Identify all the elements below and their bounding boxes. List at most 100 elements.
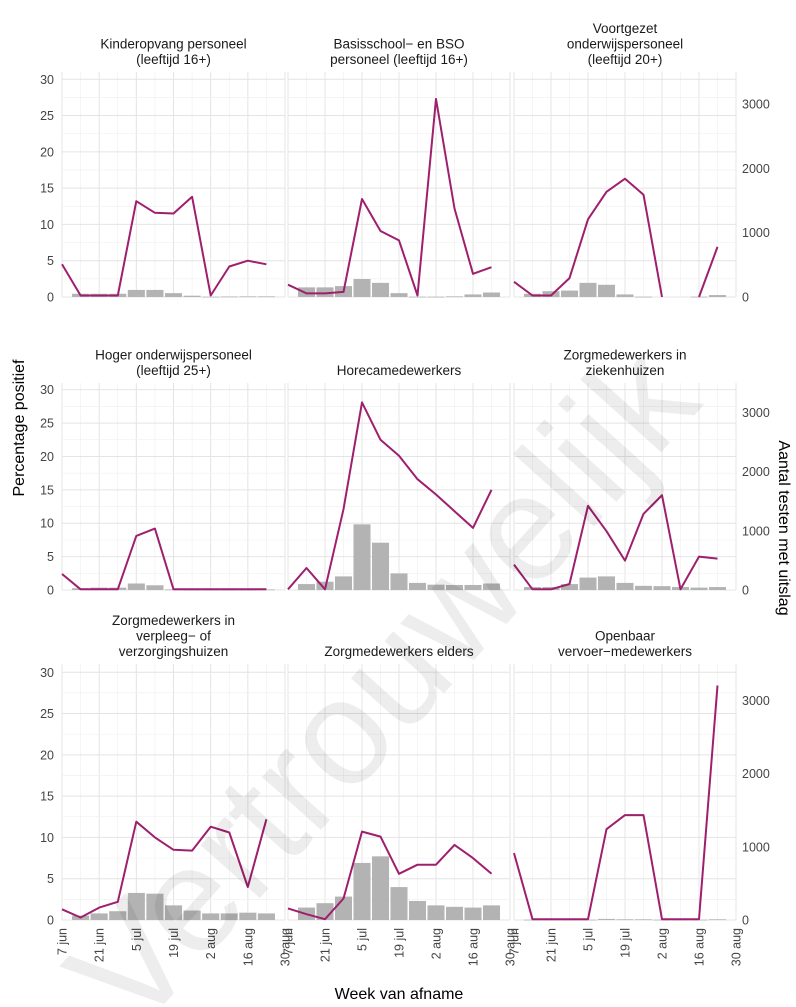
panel-title-line: Hoger onderwijspersoneel <box>95 348 252 363</box>
x-tick-label: 19 jul <box>619 928 633 958</box>
y-left-tick-label: 5 <box>47 254 54 268</box>
bar-tests <box>616 294 633 297</box>
x-tick-label: 7 jun <box>282 928 296 955</box>
bar-tests <box>635 297 652 298</box>
panel-title-line: Kinderopvang personeel <box>100 37 246 52</box>
y-left-tick-label: 25 <box>40 417 54 431</box>
x-tick-label: 5 jul <box>582 928 596 951</box>
bar-tests <box>372 856 389 920</box>
bar-tests <box>483 905 500 920</box>
x-tick-label: 5 jul <box>356 928 370 951</box>
y-left-tick-label: 30 <box>40 383 54 397</box>
x-tick-label: 2 aug <box>656 928 670 959</box>
bar-tests <box>616 919 633 920</box>
y-left-tick-label: 5 <box>47 550 54 564</box>
x-tick-label: 19 jul <box>393 928 407 958</box>
bar-tests <box>579 283 596 297</box>
y-right-tick-label: 0 <box>742 291 749 305</box>
panel-title-line: (leeftijd 16+) <box>136 52 211 67</box>
bar-tests <box>709 919 726 920</box>
bar-tests <box>258 296 275 297</box>
bar-tests <box>427 297 444 298</box>
bar-tests <box>146 290 163 297</box>
bar-tests <box>128 290 145 297</box>
bar-tests <box>390 293 407 297</box>
y-right-tick-label: 2000 <box>742 767 770 781</box>
bar-tests <box>464 908 481 920</box>
panel-title-line: Zorgmedewerkers in <box>112 613 235 628</box>
bar-tests <box>635 586 652 590</box>
x-tick-label: 2 aug <box>430 928 444 959</box>
bar-tests <box>709 587 726 590</box>
y-left-tick-label: 15 <box>40 182 54 196</box>
y-left-tick-label: 20 <box>40 450 54 464</box>
bar-tests <box>221 296 238 297</box>
bar-tests <box>165 293 182 297</box>
bar-tests <box>409 297 426 298</box>
bar-tests <box>335 576 352 590</box>
y-right-tick-label: 0 <box>742 914 749 928</box>
bar-tests <box>598 576 615 590</box>
y-right-tick-label: 1000 <box>742 226 770 240</box>
panel-title-line: (leeftijd 25+) <box>136 363 211 378</box>
y-left-tick-label: 30 <box>40 73 54 87</box>
y-right-tick-label: 1000 <box>742 524 770 538</box>
bar-tests <box>427 905 444 920</box>
bar-tests <box>409 901 426 920</box>
panel-title: Horecamedewerkers <box>337 363 462 378</box>
panel-title-line: vervoer−medewerkers <box>558 644 692 659</box>
x-tick-label: 30 aug <box>730 928 744 966</box>
y-right-tick-label: 3000 <box>742 694 770 708</box>
bar-tests <box>690 588 707 590</box>
y-right-tick-label: 3000 <box>742 98 770 112</box>
bar-tests <box>372 283 389 297</box>
y-left-tick-label: 25 <box>40 707 54 721</box>
y-left-tick-label: 5 <box>47 872 54 886</box>
x-tick-label: 21 jun <box>319 928 333 962</box>
bar-tests <box>464 294 481 297</box>
bar-tests <box>239 296 256 297</box>
y-left-tick-label: 15 <box>40 790 54 804</box>
panel-title-line: personeel (leeftijd 16+) <box>330 52 468 67</box>
bar-tests <box>561 291 578 297</box>
panel-title-line: Openbaar <box>595 629 656 644</box>
panel-title-line: (leeftijd 20+) <box>588 52 663 67</box>
panel-title-line: verzorgingshuizen <box>119 644 229 659</box>
y-right-tick-label: 2000 <box>742 465 770 479</box>
panel-title-line: verpleeg− of <box>136 629 211 644</box>
bar-tests <box>128 583 145 590</box>
y-right-tick-label: 3000 <box>742 406 770 420</box>
y-left-tick-label: 15 <box>40 483 54 497</box>
bar-tests <box>483 293 500 298</box>
y-left-tick-label: 30 <box>40 666 54 680</box>
bar-tests <box>616 583 633 590</box>
y-right-tick-label: 0 <box>742 584 749 598</box>
y-left-tick-label: 0 <box>47 291 54 305</box>
y-left-tick-label: 20 <box>40 145 54 159</box>
y-left-tick-label: 20 <box>40 748 54 762</box>
panel-title-line: Basisschool− en BSO <box>334 37 465 52</box>
x-tick-label: 7 jun <box>508 928 522 955</box>
bar-tests <box>390 887 407 920</box>
bar-tests <box>202 297 219 298</box>
x-tick-label: 21 jun <box>545 928 559 962</box>
bar-tests <box>353 279 370 297</box>
panel-title-line: Horecamedewerkers <box>337 363 462 378</box>
y-left-tick-label: 25 <box>40 109 54 123</box>
bar-tests <box>653 586 670 590</box>
bar-tests <box>146 585 163 590</box>
bar-tests <box>598 919 615 920</box>
bar-tests <box>635 919 652 920</box>
y-axis-right-label: Aantal testen met uitslag <box>775 440 792 615</box>
bar-tests <box>709 295 726 297</box>
y-right-tick-label: 2000 <box>742 162 770 176</box>
bar-tests <box>598 285 615 297</box>
y-left-tick-label: 0 <box>47 584 54 598</box>
bar-tests <box>353 863 370 920</box>
y-left-tick-label: 10 <box>40 831 54 845</box>
panel-title-line: onderwijspersoneel <box>567 37 683 52</box>
x-axis-label: Week van afname <box>335 986 464 1003</box>
x-tick-label: 16 aug <box>693 928 707 966</box>
panel-title-line: Voortgezet <box>593 21 658 36</box>
